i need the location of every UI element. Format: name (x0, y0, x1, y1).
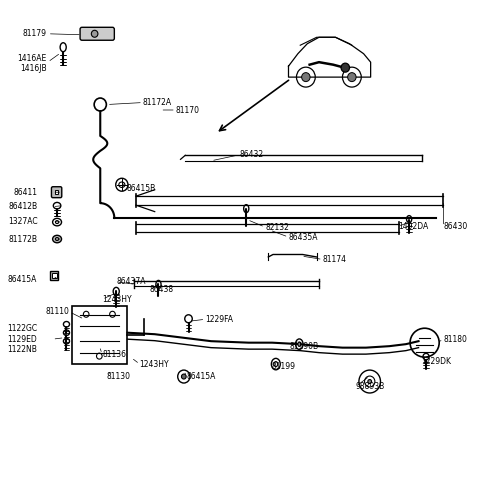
Text: 81179: 81179 (23, 29, 47, 38)
Text: 81190B: 81190B (290, 342, 319, 351)
FancyBboxPatch shape (51, 187, 62, 198)
Text: 86415A: 86415A (8, 275, 37, 284)
Text: 81170: 81170 (176, 106, 200, 115)
FancyBboxPatch shape (52, 274, 57, 279)
FancyBboxPatch shape (50, 272, 59, 281)
FancyBboxPatch shape (80, 27, 114, 40)
Text: 1229DK: 1229DK (421, 357, 451, 366)
Ellipse shape (55, 237, 59, 240)
Text: 86438: 86438 (149, 285, 173, 294)
Text: 86415A: 86415A (187, 372, 216, 381)
Circle shape (301, 73, 310, 82)
Text: 86412B: 86412B (8, 202, 37, 211)
Text: 81110: 81110 (46, 307, 69, 316)
Text: 86430: 86430 (444, 222, 468, 231)
Circle shape (341, 63, 349, 72)
Text: 86435A: 86435A (288, 232, 318, 241)
Text: 86432: 86432 (239, 150, 264, 159)
Text: 81180: 81180 (444, 335, 467, 344)
Text: 1229FA: 1229FA (205, 315, 233, 324)
Text: 82132: 82132 (265, 222, 289, 231)
Text: 81172A: 81172A (143, 98, 172, 107)
Text: 1243HY: 1243HY (102, 295, 132, 304)
Text: 1492DA: 1492DA (398, 222, 428, 231)
Text: 1327AC: 1327AC (8, 217, 37, 226)
Text: 81174: 81174 (323, 255, 347, 264)
Ellipse shape (53, 235, 61, 243)
Text: 86411: 86411 (13, 188, 37, 197)
Circle shape (368, 380, 372, 384)
Text: 81172B: 81172B (8, 234, 37, 243)
Circle shape (181, 374, 186, 379)
Circle shape (348, 73, 356, 82)
Text: 1122GC
1129ED
1122NB: 1122GC 1129ED 1122NB (7, 324, 37, 354)
Text: 1416AE
1416JB: 1416AE 1416JB (17, 54, 47, 73)
Text: 98893B: 98893B (356, 382, 385, 391)
FancyBboxPatch shape (72, 306, 127, 364)
Text: 81136: 81136 (102, 350, 126, 359)
Ellipse shape (298, 342, 300, 346)
FancyBboxPatch shape (55, 190, 59, 194)
Circle shape (91, 30, 98, 37)
Text: 86437A: 86437A (116, 278, 146, 287)
Text: 81130: 81130 (107, 372, 131, 381)
Text: 86415B: 86415B (127, 184, 156, 193)
Text: 1243HY: 1243HY (140, 360, 169, 369)
Text: 81199: 81199 (271, 362, 295, 371)
